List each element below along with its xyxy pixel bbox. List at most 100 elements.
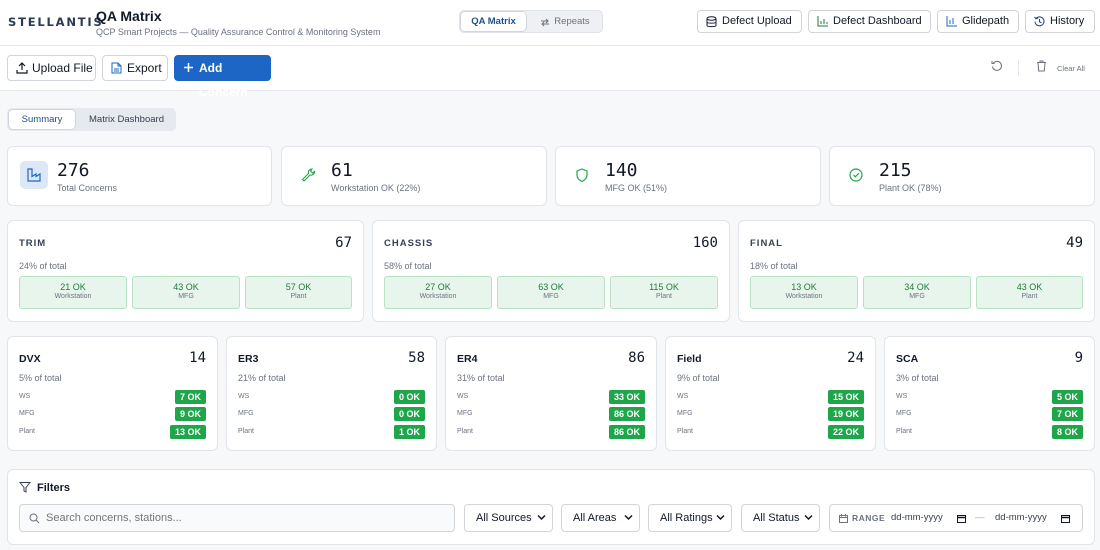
- export-button[interactable]: Export: [102, 55, 168, 81]
- ok-box-plant: 43 OK Plant: [976, 276, 1083, 309]
- ok-badge-mfg: 19 OK: [827, 407, 864, 421]
- main-view-switch: QA Matrix Repeats: [459, 10, 603, 33]
- source-percent: 5% of total: [19, 373, 62, 383]
- defect-upload-label: Defect Upload: [722, 15, 792, 27]
- stat-label: Total Concerns: [57, 183, 118, 193]
- filter-icon: [19, 482, 31, 493]
- source-name: DVX: [19, 353, 41, 365]
- area-total: 67: [335, 235, 352, 251]
- add-concern-button[interactable]: Add Concern: [174, 55, 271, 99]
- range-label: RANGE: [852, 513, 886, 523]
- source-name: Field: [677, 353, 702, 365]
- search-box: [19, 504, 455, 532]
- defect-upload-button[interactable]: Defect Upload: [697, 10, 802, 33]
- stat-card-plant: 215 Plant OK (78%): [829, 146, 1095, 206]
- source-total: 14: [189, 350, 206, 366]
- chart-icon: [946, 16, 957, 27]
- clear-all-button[interactable]: Clear All: [1057, 64, 1085, 73]
- ok-label: Plant: [656, 293, 672, 300]
- ok-badge-mfg: 9 OK: [174, 407, 206, 421]
- ok-box-workstation: 27 OK Workstation: [384, 276, 492, 309]
- search-icon: [29, 513, 40, 524]
- app-title: QA Matrix: [96, 8, 162, 24]
- source-card-sca: SCA 9 3% of total WS MFG Plant 5 OK 7 OK…: [884, 336, 1095, 451]
- ok-label: MFG: [178, 293, 194, 300]
- source-card-dvx: DVX 14 5% of total WS MFG Plant 7 OK 9 O…: [7, 336, 218, 451]
- row-label-mfg: MFG: [238, 410, 254, 417]
- area-name: FINAL: [750, 238, 783, 249]
- row-label-mfg: MFG: [677, 410, 693, 417]
- stat-value: 140: [605, 160, 638, 181]
- search-input[interactable]: [46, 510, 446, 526]
- area-percent: 24% of total: [19, 261, 67, 271]
- app-header: STELLANTIS QA Matrix QCP Smart Projects …: [0, 0, 1100, 46]
- check-circle-icon: [849, 168, 863, 182]
- stat-icon-bg: [842, 161, 870, 189]
- upload-icon: [16, 62, 28, 74]
- area-name: TRIM: [19, 238, 47, 249]
- tab-repeats[interactable]: Repeats: [528, 12, 602, 31]
- ok-badge-plant: 86 OK: [608, 425, 645, 439]
- ok-badge-ws: 0 OK: [393, 390, 425, 404]
- ratings-select[interactable]: All Ratings: [648, 504, 732, 532]
- calendar-icon[interactable]: [1061, 514, 1070, 523]
- ok-label: Workstation: [419, 293, 457, 300]
- ok-box-plant: 115 OK Plant: [610, 276, 718, 309]
- wrench-icon: [301, 168, 316, 182]
- status-select[interactable]: All Status: [741, 504, 820, 532]
- history-button[interactable]: History: [1025, 10, 1095, 33]
- ok-count: 13 OK: [791, 282, 817, 292]
- toolbar: Upload File Export Add Concern Clear All: [0, 46, 1100, 99]
- area-card-chassis: CHASSIS 160 58% of total 27 OK Workstatio…: [372, 220, 730, 322]
- factory-icon: [27, 168, 41, 182]
- ok-box-mfg: 43 OK MFG: [132, 276, 240, 309]
- date-to-input[interactable]: dd-mm-yyyy: [995, 512, 1047, 523]
- source-percent: 31% of total: [457, 373, 505, 383]
- area-percent: 58% of total: [384, 261, 432, 271]
- ok-label: Workstation: [54, 293, 92, 300]
- trash-icon[interactable]: [1036, 60, 1047, 72]
- status-select-value: All Status: [753, 512, 800, 524]
- stellantis-logo: STELLANTIS: [8, 15, 104, 29]
- sources-select[interactable]: All Sources: [464, 504, 553, 532]
- ok-box-workstation: 21 OK Workstation: [19, 276, 127, 309]
- ok-box-mfg: 34 OK MFG: [863, 276, 971, 309]
- glidepath-button[interactable]: Glidepath: [937, 10, 1019, 33]
- stat-card-mfg: 140 MFG OK (51%): [555, 146, 821, 206]
- row-label-ws: WS: [238, 393, 250, 400]
- ok-count: 57 OK: [285, 282, 312, 292]
- areas-select[interactable]: All Areas: [561, 504, 640, 532]
- tab-summary[interactable]: Summary: [9, 110, 75, 129]
- defect-dashboard-button[interactable]: Defect Dashboard: [808, 10, 931, 33]
- calendar-icon[interactable]: [957, 514, 966, 523]
- refresh-icon[interactable]: [991, 60, 1003, 72]
- row-label-mfg: MFG: [19, 410, 35, 417]
- upload-file-label: Upload File: [32, 61, 93, 75]
- stat-label: Workstation OK (22%): [331, 183, 421, 193]
- source-percent: 21% of total: [238, 373, 286, 383]
- sources-select-value: All Sources: [476, 512, 532, 524]
- range-separator: —: [975, 512, 985, 523]
- bar-chart-icon: [817, 16, 828, 27]
- date-range: RANGE dd-mm-yyyy — dd-mm-yyyy: [829, 504, 1083, 532]
- row-label-ws: WS: [677, 393, 689, 400]
- add-concern-label: Add Concern: [199, 61, 248, 99]
- upload-file-button[interactable]: Upload File: [7, 55, 96, 81]
- history-label: History: [1050, 15, 1085, 27]
- ok-box-workstation: 13 OK Workstation: [750, 276, 858, 309]
- date-from-input[interactable]: dd-mm-yyyy: [891, 512, 943, 523]
- area-name: CHASSIS: [384, 238, 434, 249]
- export-label: Export: [127, 61, 162, 75]
- tab-qa-matrix[interactable]: QA Matrix: [461, 12, 526, 31]
- plus-icon: [184, 63, 193, 72]
- row-label-plant: Plant: [457, 428, 473, 435]
- source-name: ER3: [238, 353, 259, 365]
- ok-badge-mfg: 7 OK: [1051, 407, 1083, 421]
- tab-matrix-dashboard[interactable]: Matrix Dashboard: [89, 114, 164, 125]
- row-label-ws: WS: [457, 393, 469, 400]
- row-label-ws: WS: [896, 393, 908, 400]
- source-total: 9: [1074, 350, 1083, 366]
- ok-label: Plant: [1021, 293, 1038, 300]
- app-subtitle: QCP Smart Projects — Quality Assurance C…: [96, 27, 381, 37]
- history-icon: [1034, 16, 1045, 27]
